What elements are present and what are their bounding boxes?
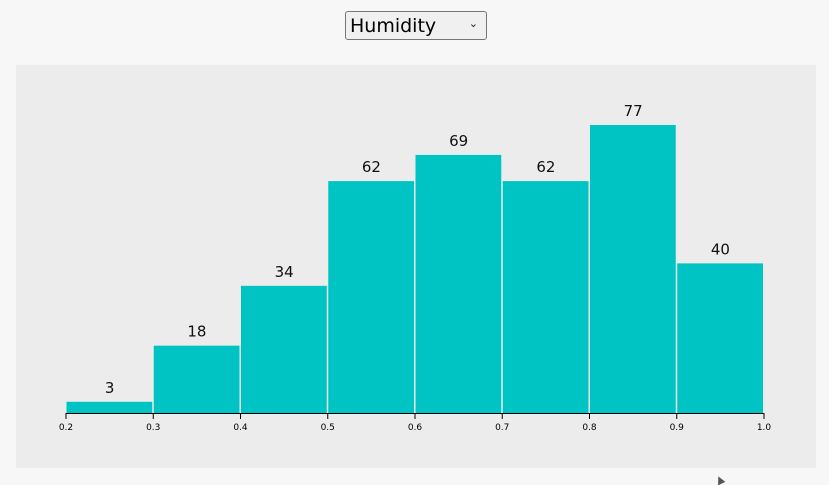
- histogram-bar: [328, 181, 414, 413]
- metric-selector[interactable]: Humidity ⌄: [345, 11, 487, 40]
- histogram-bar: [153, 345, 240, 413]
- bar-value-label: 40: [711, 240, 730, 258]
- chart-panel: 3 18 34 62 69 62 77 40 0.2 0.3 0.4 0.5 0.6 0.7 0.8 0.9 1…: [16, 65, 816, 468]
- bar-value-label: 62: [536, 158, 555, 176]
- histogram-chart: 3 18 34 62 69 62 77 40 0.2 0.3 0.4 0.5 0.6 0.7 0.8 0.9 1…: [59, 102, 772, 433]
- x-tick-label: 0.7: [495, 423, 509, 433]
- histogram-bar: [241, 285, 327, 413]
- x-tick-label: 0.6: [408, 423, 423, 433]
- bar-value-label: 18: [187, 323, 206, 341]
- histogram-bar: [502, 181, 589, 413]
- bar-value-label: 34: [275, 263, 294, 281]
- bar-value-label: 77: [624, 102, 643, 120]
- x-tick-label: 0.9: [670, 423, 685, 433]
- x-tick-label: 0.4: [233, 423, 248, 433]
- histogram-bar: [415, 154, 502, 413]
- x-tick-label: 0.8: [582, 423, 597, 433]
- x-tick-label: 0.2: [59, 423, 73, 433]
- x-tick-label: 1.0: [757, 423, 772, 433]
- bar-value-label: 3: [105, 379, 115, 397]
- mouse-pointer-icon: [714, 474, 726, 485]
- histogram-bar: [677, 263, 763, 413]
- bar-value-label: 69: [449, 132, 468, 150]
- histogram-bar: [66, 401, 153, 413]
- bar-value-label: 62: [362, 158, 381, 176]
- metric-select[interactable]: Humidity: [345, 11, 487, 40]
- x-tick-label: 0.3: [146, 423, 160, 433]
- x-tick-label: 0.5: [321, 423, 335, 433]
- histogram-bar: [590, 125, 676, 413]
